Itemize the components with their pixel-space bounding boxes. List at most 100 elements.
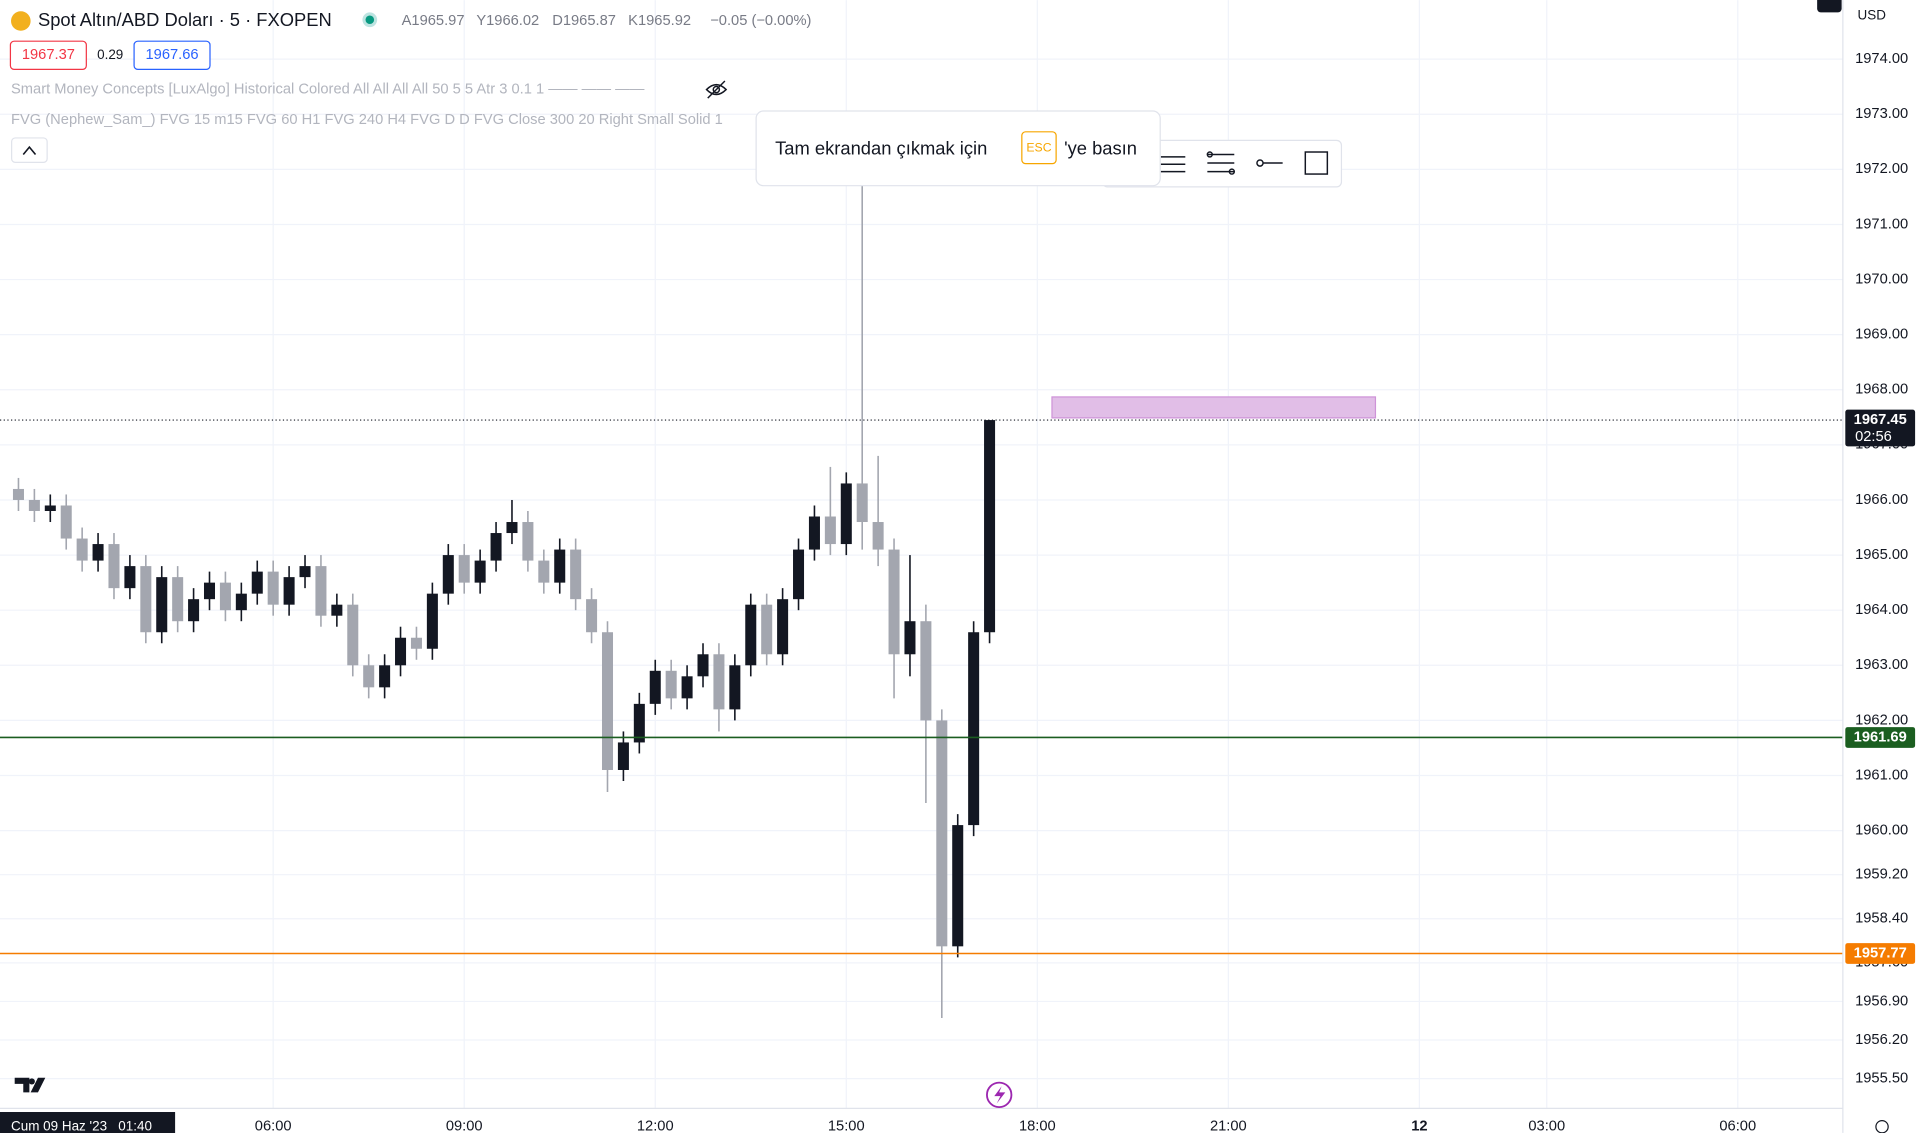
price-label: 1967.45 <box>1854 412 1907 428</box>
candle-body <box>363 665 375 688</box>
grid <box>0 0 1843 1109</box>
x-tick-label: 06:00 <box>1719 1119 1756 1133</box>
candle-body <box>570 549 582 600</box>
x-tick-label: 09:00 <box>446 1119 483 1133</box>
y-tick-label: 1971.00 <box>1855 216 1908 232</box>
logo[interactable] <box>14 1077 46 1093</box>
candle-body <box>379 665 391 688</box>
candle-body <box>649 670 661 704</box>
ohlc-high: Y1966.02 <box>476 13 539 29</box>
candle-body <box>601 632 614 770</box>
candle-body <box>140 566 152 633</box>
candle-body <box>936 720 948 947</box>
candle-body <box>251 571 263 594</box>
candle-body <box>28 499 40 511</box>
candle-body <box>188 599 200 622</box>
candle-body <box>267 571 279 605</box>
candle-body <box>60 505 72 539</box>
fvg-zone <box>1051 396 1377 419</box>
candle-body <box>474 560 486 583</box>
candle-body <box>761 604 773 655</box>
candle-body <box>92 544 104 561</box>
currency[interactable]: USD <box>1858 8 1887 23</box>
candle-body <box>490 533 502 561</box>
symbol-title[interactable]: Spot Altın/ABD Doları · 5 · FXOPEN <box>38 9 332 30</box>
buy-button[interactable] <box>133 40 211 70</box>
toolbar-icons[interactable] <box>1160 151 1329 175</box>
candle-body <box>283 577 295 605</box>
ohlc-close: K1965.92 <box>628 13 691 29</box>
sell-button[interactable] <box>9 40 87 70</box>
event-icon <box>994 1086 1006 1104</box>
status-dot <box>365 15 375 25</box>
candle-body <box>968 632 980 826</box>
tooltip-text: 'ye basın <box>1064 137 1137 158</box>
tooltip-text: Tam ekrandan çıkmak için <box>775 137 987 158</box>
price-label: 1957.77 <box>1854 945 1907 961</box>
candle-body <box>777 599 789 655</box>
y-tick-label: 1968.00 <box>1855 382 1908 398</box>
ohlc-open: A1965.97 <box>402 13 465 29</box>
price-label: 1961.69 <box>1854 729 1907 745</box>
x-tick-label: 12:00 <box>637 1119 674 1133</box>
y-tick-label: 1960.00 <box>1855 822 1908 838</box>
collapse-icon <box>22 145 37 155</box>
candle-body <box>633 703 645 743</box>
candle-body <box>538 560 550 583</box>
candle-body <box>172 577 184 622</box>
y-tick-label: 1956.90 <box>1855 993 1908 1009</box>
x-tick-label: 21:00 <box>1210 1119 1247 1133</box>
candle-body <box>729 665 741 710</box>
hide-icon[interactable] <box>705 80 728 99</box>
buy-price: 1967.66 <box>145 47 198 63</box>
candle-body <box>522 522 534 561</box>
candle-body <box>156 577 168 633</box>
price-countdown: 02:56 <box>1855 429 1892 445</box>
candle-body <box>888 549 900 655</box>
x-tick-label: 12 <box>1411 1119 1427 1133</box>
price-label-box <box>1845 727 1916 748</box>
cursor-time-box <box>0 1112 176 1133</box>
indicator-legend[interactable]: FVG (Nephew_Sam_) FVG 15 m15 FVG 60 H1 F… <box>11 112 723 128</box>
candle-body <box>793 549 805 600</box>
y-tick-label: 1956.20 <box>1855 1032 1908 1048</box>
x-tick-label: 06:00 <box>255 1119 292 1133</box>
spread: 0.29 <box>97 47 123 62</box>
price-label-box <box>1845 943 1916 964</box>
corner-button[interactable] <box>1817 0 1842 13</box>
axes: 1974.00 1973.00 1972.00 1971.00 1970.00 1969.… <box>255 51 1916 1133</box>
candle-body <box>315 566 327 616</box>
x-tick-label: 15:00 <box>828 1119 865 1133</box>
tooltip <box>755 110 1161 187</box>
y-tick-label: 1972.00 <box>1855 161 1908 177</box>
candle-body <box>219 582 231 611</box>
candle-body <box>458 555 470 583</box>
price-label-box <box>1845 409 1916 447</box>
candle-body <box>920 621 932 721</box>
candle-body <box>426 593 438 649</box>
candle-body <box>904 621 916 655</box>
candle-body <box>442 555 454 594</box>
candle-body <box>410 637 422 649</box>
candle-body <box>108 544 120 589</box>
symbol-icon <box>11 11 31 31</box>
candle-body <box>12 488 24 500</box>
candle-body <box>586 599 598 633</box>
candle-body <box>124 566 136 589</box>
indicator-legend[interactable]: Smart Money Concepts [LuxAlgo] Historica… <box>11 81 645 97</box>
candle-body <box>872 522 884 550</box>
candle-body <box>44 505 56 511</box>
collapse-button[interactable] <box>11 137 48 164</box>
candle-body <box>506 522 518 534</box>
candle-body <box>554 549 566 583</box>
y-tick-label: 1958.40 <box>1855 911 1908 927</box>
cursor-time: Cum 09 Haz '23 01:40 <box>11 1118 152 1133</box>
candle-body <box>713 654 725 710</box>
x-tick-label: 18:00 <box>1019 1119 1056 1133</box>
y-tick-label: 1959.20 <box>1855 867 1908 883</box>
candle-body <box>824 516 836 545</box>
y-tick-label: 1961.00 <box>1855 767 1908 783</box>
y-tick-label: 1964.00 <box>1855 602 1908 618</box>
